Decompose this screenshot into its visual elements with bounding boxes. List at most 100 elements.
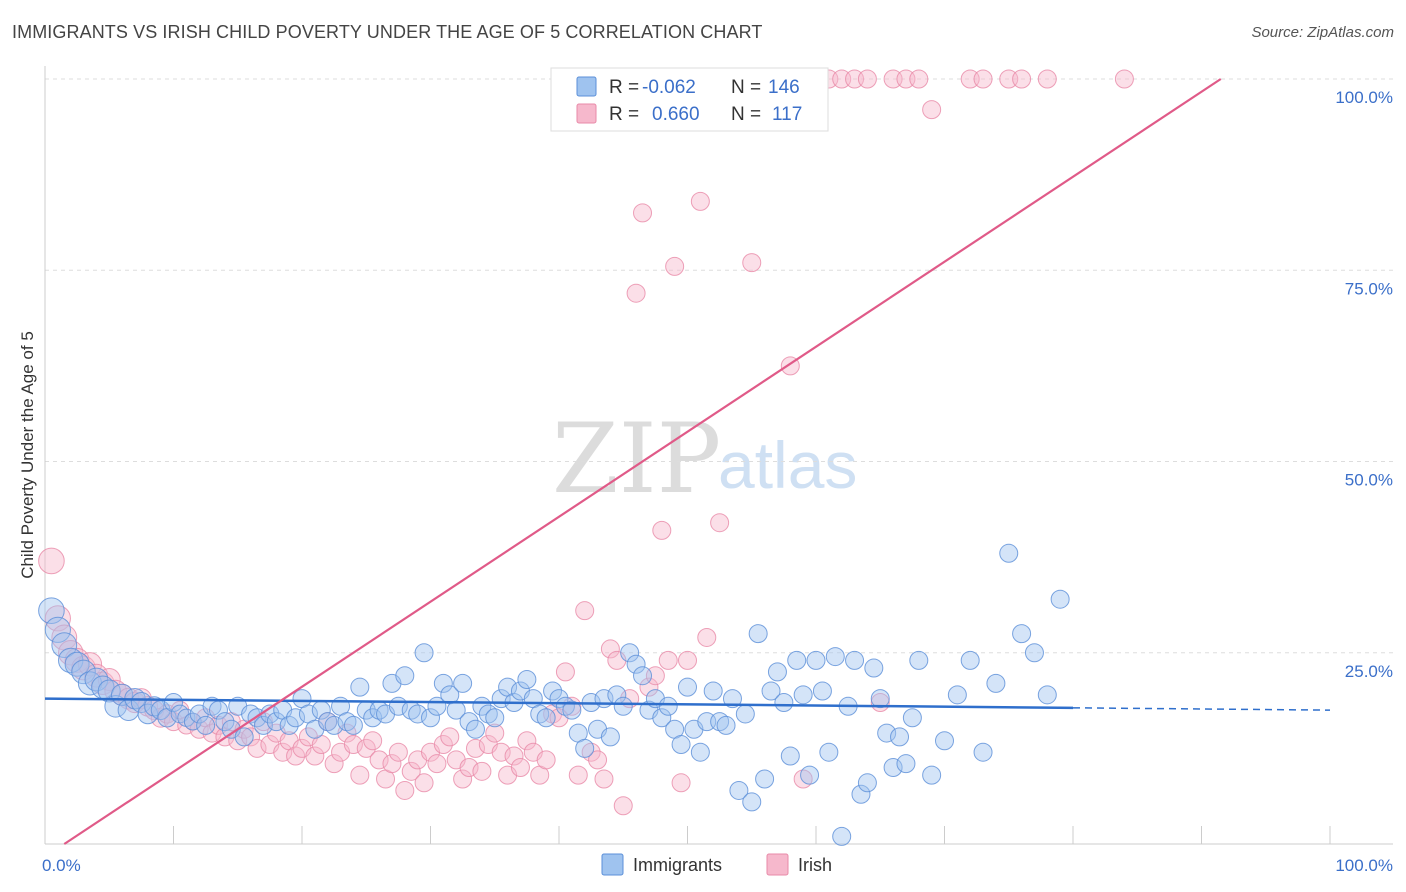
immigrants-point: [575, 738, 595, 758]
immigrants-point: [104, 695, 127, 718]
immigrants-point: [845, 650, 865, 670]
immigrants-point: [51, 632, 78, 658]
immigrants-point: [755, 769, 775, 789]
irish-point: [697, 627, 717, 647]
irish-swatch: [766, 853, 789, 876]
correlation-legend: R = -0.062 N = 146 R = 0.660 N = 117: [550, 67, 829, 132]
irish-point: [485, 723, 505, 743]
irish-point: [150, 707, 171, 728]
immigrants-point: [690, 742, 710, 762]
immigrants-point: [414, 643, 434, 663]
immigrants-point: [421, 708, 440, 728]
irish-point: [369, 750, 389, 770]
legend-r-value-irish: 0.660: [652, 104, 700, 125]
immigrants-point: [999, 543, 1019, 563]
immigrants-point: [735, 704, 755, 724]
irish-point: [658, 650, 678, 670]
immigrants-point: [960, 650, 980, 670]
irish-point: [568, 765, 588, 785]
irish-point: [633, 203, 653, 223]
irish-point: [440, 727, 460, 747]
immigrants-point: [253, 715, 273, 735]
immigrants-legend-label: Immigrants: [633, 855, 722, 875]
immigrants-point: [864, 658, 884, 678]
immigrants-point: [935, 731, 954, 751]
immigrants-trend-line: [44, 697, 1074, 710]
legend-r-label-irish: R =: [609, 104, 639, 125]
irish-point: [491, 742, 511, 762]
irish-point: [594, 769, 614, 789]
immigrants-point: [716, 715, 736, 735]
irish-point: [343, 735, 363, 755]
x-tick-label-max: 100.0%: [1335, 856, 1393, 875]
irish-point: [356, 738, 376, 758]
irish-point: [857, 69, 877, 89]
irish-point: [690, 191, 710, 211]
immigrants-point: [1050, 589, 1070, 609]
watermark-atlas: atlas: [718, 428, 857, 502]
legend-r-value-immigrants: -0.062: [642, 77, 696, 98]
legend-n-label-irish: N =: [731, 104, 761, 125]
irish-point: [1037, 69, 1057, 89]
immigrants-point: [652, 708, 672, 728]
irish-point: [626, 283, 646, 303]
immigrants-point: [71, 659, 96, 685]
irish-point: [202, 723, 222, 743]
immigrants-point: [97, 679, 121, 703]
immigrants-point: [600, 727, 620, 747]
irish-point: [401, 761, 421, 781]
immigrants-point: [613, 696, 633, 716]
immigrants-point: [196, 715, 216, 735]
immigrants-point: [286, 708, 306, 728]
immigrants-point: [279, 715, 299, 735]
y-tick-label: 25.0%: [1345, 662, 1393, 681]
immigrants-point: [787, 650, 807, 670]
irish-point: [575, 601, 595, 621]
immigrants-point: [164, 692, 183, 712]
immigrants-point: [748, 624, 768, 644]
immigrants-point: [1024, 643, 1044, 663]
y-tick-labels: 25.0% 50.0% 75.0% 100.0%: [1335, 88, 1393, 681]
irish-points: [38, 69, 1134, 816]
immigrants-point: [947, 685, 967, 705]
x-tick-labels: 0.0% 100.0%: [42, 856, 1393, 875]
immigrants-point: [671, 735, 691, 755]
immigrants-point: [722, 689, 742, 709]
immigrants-point: [266, 712, 286, 732]
irish-point: [388, 742, 408, 762]
irish-point: [382, 754, 402, 774]
irish-trend-line: [63, 78, 1222, 845]
legend-n-label-immigrants: N =: [731, 77, 761, 98]
immigrants-point: [459, 712, 479, 732]
immigrants-point: [408, 704, 428, 724]
irish-point: [286, 746, 306, 766]
immigrants-point: [395, 666, 415, 686]
immigrants-point: [703, 681, 723, 701]
immigrants-point: [678, 677, 697, 697]
immigrants-point: [658, 696, 678, 716]
immigrants-point: [806, 650, 826, 670]
immigrants-point: [543, 681, 563, 701]
irish-point: [973, 69, 993, 89]
immigrants-point: [761, 681, 781, 701]
y-axis-title: Child Poverty Under the Age of 5: [18, 331, 37, 579]
irish-point: [909, 69, 929, 89]
immigrants-point: [800, 765, 820, 785]
immigrants-point: [793, 685, 813, 705]
immigrants-legend-swatch: [576, 76, 597, 97]
irish-point: [1012, 69, 1032, 89]
immigrants-point: [851, 784, 871, 804]
irish-point: [536, 750, 556, 770]
immigrants-point: [742, 792, 762, 812]
immigrants-point: [774, 692, 794, 712]
y-tick-label: 75.0%: [1345, 279, 1393, 298]
x-tick-label-min: 0.0%: [42, 856, 81, 875]
immigrants-point: [812, 681, 832, 701]
immigrants-point: [626, 654, 646, 674]
y-tick-label: 100.0%: [1335, 88, 1393, 107]
immigrants-point: [870, 689, 890, 709]
irish-point: [427, 754, 447, 774]
immigrants-point: [215, 712, 235, 732]
irish-point: [305, 746, 325, 766]
